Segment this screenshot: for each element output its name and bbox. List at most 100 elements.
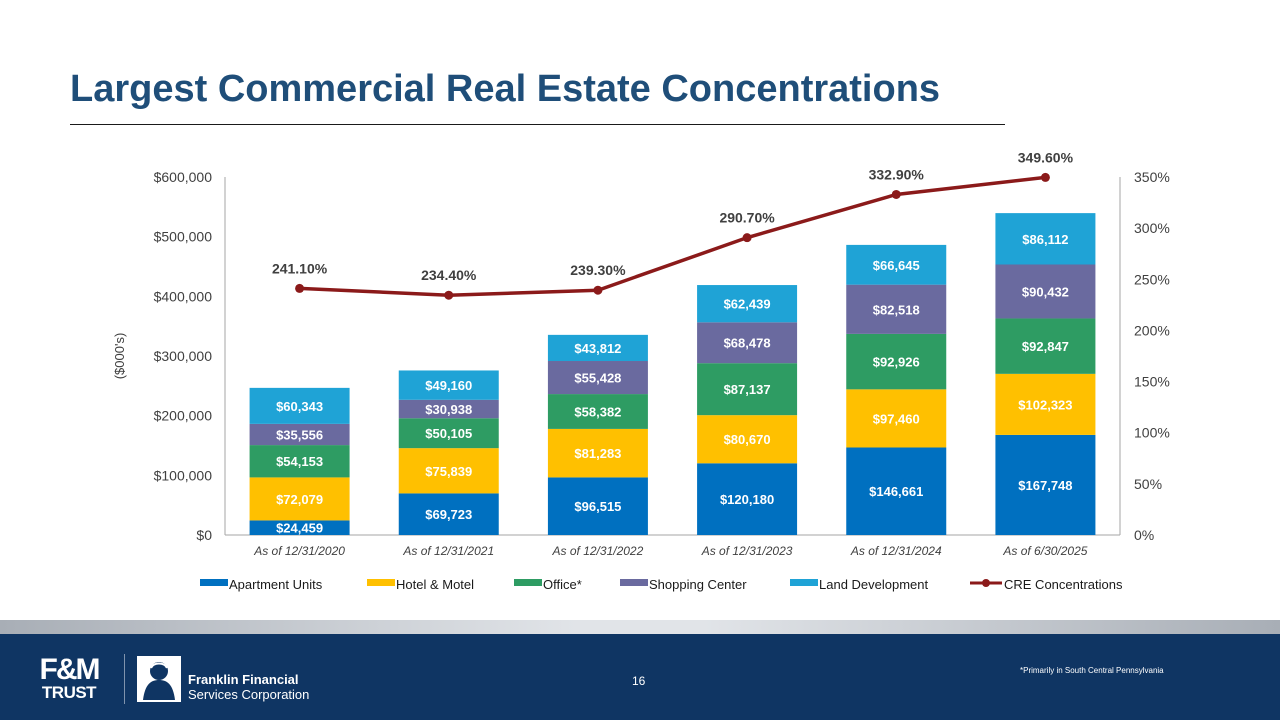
- x-tick-label: As of 12/31/2023: [701, 544, 793, 558]
- bar-land: [995, 213, 1096, 265]
- bar-land: [249, 387, 350, 424]
- footer-bar: F&M TRUST Franklin Financial Services Co…: [0, 634, 1280, 720]
- logo-divider: [124, 654, 125, 704]
- bar-data-label: $87,137: [724, 382, 771, 397]
- bar-apartment: [398, 493, 499, 535]
- y-tick-label: $400,000: [154, 288, 213, 304]
- bar-office: [697, 363, 798, 416]
- cre-concentration-chart: $0 $100,000 $200,000 $300,000 $400,000 $500,0…: [112, 149, 1170, 592]
- bar-hotel: [995, 373, 1096, 435]
- bar-data-label: $49,160: [425, 378, 472, 393]
- y2-tick-label: 300%: [1134, 220, 1170, 236]
- bar-data-label: $35,556: [276, 427, 323, 442]
- bar-land: [398, 370, 499, 400]
- legend-label: Shopping Center: [649, 577, 747, 592]
- y2-tick-label: 350%: [1134, 169, 1170, 185]
- bar-shopping: [398, 399, 499, 419]
- legend-label: Land Development: [819, 577, 929, 592]
- x-tick-label: As of 12/31/2022: [552, 544, 644, 558]
- fm-trust-logo: F&M TRUST: [28, 653, 110, 702]
- cre-point: [444, 290, 454, 300]
- bar-data-label: $60,343: [276, 399, 323, 414]
- ffc-line2: Services Corporation: [188, 687, 310, 702]
- bar-hotel: [249, 477, 350, 521]
- y-tick-label: $600,000: [154, 169, 213, 185]
- bar-data-label: $90,432: [1022, 284, 1069, 299]
- cre-data-label: 241.10%: [272, 260, 328, 276]
- legend-swatch: [367, 579, 395, 586]
- cre-point: [593, 285, 603, 295]
- bar-data-label: $92,847: [1022, 339, 1069, 354]
- bar-hotel: [547, 428, 648, 478]
- legend-swatch: [620, 579, 648, 586]
- bar-shopping: [249, 423, 350, 446]
- y2-tick-label: 50%: [1134, 476, 1162, 492]
- bar-apartment: [547, 477, 648, 535]
- y-tick-label: $100,000: [154, 467, 213, 483]
- bar-land: [547, 334, 648, 362]
- x-tick-label: As of 6/30/2025: [1002, 544, 1087, 558]
- bar-shopping: [995, 264, 1096, 319]
- ffc-line1: Franklin Financial: [188, 672, 299, 687]
- page-title: Largest Commercial Real Estate Concentra…: [70, 68, 941, 110]
- footer-accent-band: [0, 620, 1280, 634]
- bar-apartment: [846, 447, 947, 535]
- y-axis-title: ($000's): [112, 333, 127, 380]
- y2-tick-label: 250%: [1134, 271, 1170, 287]
- x-tick-label: As of 12/31/2020: [253, 544, 345, 558]
- bar-data-label: $167,748: [1018, 478, 1072, 493]
- cre-data-label: 234.40%: [421, 267, 477, 283]
- bar-office: [398, 418, 499, 449]
- bar-hotel: [398, 448, 499, 494]
- bar-data-label: $43,812: [574, 341, 621, 356]
- bar-data-label: $80,670: [724, 432, 771, 447]
- bar-data-label: $30,938: [425, 402, 472, 417]
- franklin-financial-logo-icon: [137, 656, 181, 702]
- bar-shopping: [846, 284, 947, 334]
- y-tick-label: $200,000: [154, 408, 213, 424]
- x-tick-label: As of 12/31/2021: [402, 544, 494, 558]
- bar-shopping: [697, 322, 798, 364]
- cre-data-label: 290.70%: [719, 210, 775, 226]
- cre-point: [295, 283, 305, 293]
- franklin-financial-logo-text: Franklin Financial Services Corporation: [188, 672, 309, 702]
- y2-tick-label: 200%: [1134, 322, 1170, 338]
- bar-data-label: $75,839: [425, 464, 472, 479]
- bar-office: [249, 445, 350, 478]
- cre-point: [891, 189, 901, 199]
- bar-apartment: [995, 434, 1096, 535]
- legend-label: Hotel & Motel: [396, 577, 474, 592]
- bar-data-label: $55,428: [574, 371, 621, 386]
- bar-data-label: $97,460: [873, 411, 920, 426]
- bar-data-label: $96,515: [574, 499, 621, 514]
- y2-tick-label: 150%: [1134, 374, 1170, 390]
- bar-data-label: $102,323: [1018, 397, 1072, 412]
- bar-data-label: $62,439: [724, 297, 771, 312]
- trust-logo-text: TRUST: [41, 683, 97, 702]
- bar-data-label: $146,661: [869, 484, 923, 499]
- y2-tick-label: 100%: [1134, 425, 1170, 441]
- legend-line-marker: [982, 579, 990, 587]
- bar-office: [995, 318, 1096, 374]
- bar-hotel: [846, 389, 947, 448]
- bar-data-label: $66,645: [873, 258, 920, 273]
- bar-data-label: $120,180: [720, 492, 774, 507]
- footnote: *Primarily in South Central Pennsylvania: [1020, 666, 1164, 675]
- bar-data-label: $72,079: [276, 492, 323, 507]
- cre-data-label: 349.60%: [1018, 149, 1074, 165]
- legend-label: CRE Concentrations: [1004, 577, 1123, 592]
- bar-data-label: $82,518: [873, 302, 920, 317]
- cre-data-label: 332.90%: [869, 166, 925, 182]
- legend-label: Office*: [543, 577, 582, 592]
- x-tick-label: As of 12/31/2024: [850, 544, 942, 558]
- cre-data-label: 239.30%: [570, 262, 626, 278]
- bar-apartment: [249, 520, 350, 535]
- bar-hotel: [697, 415, 798, 464]
- y2-tick-label: 0%: [1134, 527, 1154, 543]
- fm-logo-text: F&M: [39, 653, 101, 686]
- bar-office: [547, 394, 648, 429]
- cre-line: [299, 175, 1046, 297]
- legend-label: Apartment Units: [229, 577, 323, 592]
- bar-data-label: $81,283: [574, 446, 621, 461]
- title-underline: [70, 124, 1005, 125]
